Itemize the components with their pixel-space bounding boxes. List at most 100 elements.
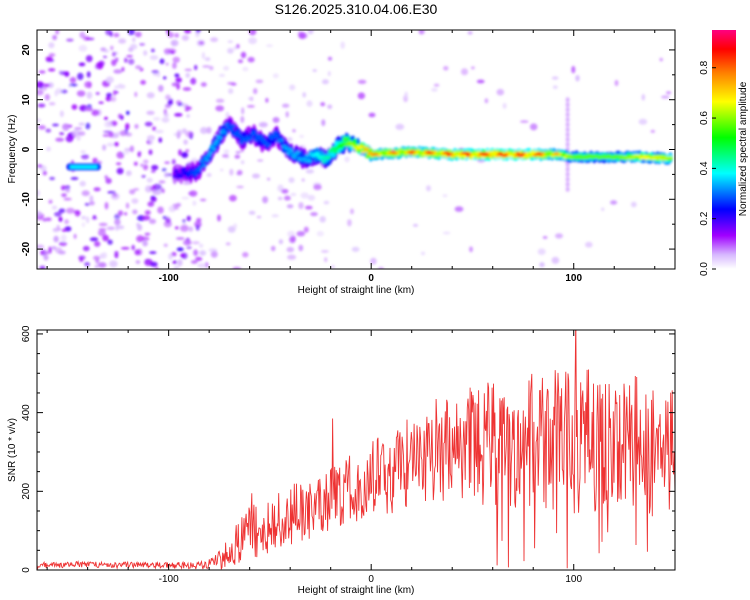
heatmap-noise-cell (529, 123, 538, 131)
heatmap-noise-cell (240, 51, 247, 59)
heatmap-noise-cell (174, 226, 179, 230)
heatmap-noise-cell (150, 195, 156, 200)
heatmap-ridge-cell (365, 147, 370, 150)
heatmap-ridge-cell (465, 154, 471, 157)
heatmap-noise-cell (565, 122, 570, 128)
heatmap-noise-cell (395, 123, 405, 130)
heatmap-noise-cell (134, 249, 141, 256)
heatmap-noise-cell (58, 241, 68, 247)
heatmap-noise-cell (284, 195, 291, 201)
heatmap-noise-cell (141, 236, 150, 241)
heatmap-noise-cell (113, 89, 117, 96)
heatmap-noise-cell (327, 104, 333, 110)
heatmap-noise-cell (270, 245, 276, 252)
heatmap-ridge-cell (229, 128, 234, 133)
heatmap-ridge-cell (331, 146, 336, 150)
heatmap-noise-cell (170, 39, 179, 47)
heatmap-ridge-cell (618, 154, 623, 158)
heatmap-noise-cell (222, 154, 229, 158)
snr-x-tick-label: 100 (565, 574, 582, 585)
heatmap-ridge-cell (213, 142, 218, 146)
heatmap-ridge-cell (611, 156, 616, 160)
heatmap-ridge-cell (253, 138, 258, 142)
heatmap-ridge-cell (206, 153, 211, 158)
heatmap-noise-cell (103, 55, 107, 59)
heatmap-ridge-cell (350, 143, 356, 147)
colorbar-tick-label: 0.0 (699, 262, 710, 276)
heatmap-ridge-cell (368, 151, 373, 155)
heatmap-ridge-cell (342, 137, 348, 141)
heatmap-noise-cell (196, 217, 202, 223)
heatmap-noise-cell (133, 161, 138, 166)
heatmap-noise-cell (357, 79, 367, 84)
heatmap-noise-cell (84, 262, 90, 267)
heatmap-noise-cell (227, 40, 233, 43)
heatmap-noise-cell (186, 215, 191, 222)
heatmap-noise-cell (172, 62, 177, 69)
heatmap-noise-cell (54, 211, 62, 217)
heatmap-noise-cell (126, 54, 133, 58)
heatmap-noise-cell (368, 112, 376, 118)
heatmap-noise-cell (194, 221, 202, 228)
heatmap-noise-cell (267, 177, 271, 181)
colorbar-tick-label: 0.8 (699, 60, 710, 74)
heatmap-noise-cell (174, 73, 180, 78)
heatmap-ridge-cell (303, 158, 309, 163)
heatmap-noise-cell (200, 82, 207, 87)
heatmap-noise-cell (555, 233, 563, 239)
heatmap-ridge-cell (363, 149, 369, 153)
heatmap-noise-cell (298, 244, 304, 252)
heatmap-noise-cell (476, 79, 485, 84)
heatmap-noise-cell (298, 145, 306, 148)
heatmap-noise-cell (296, 231, 306, 237)
heatmap-noise-cell (110, 45, 114, 51)
heatmap-noise-cell (77, 72, 84, 81)
heatmap-noise-cell (149, 251, 157, 255)
heatmap-noise-cell (433, 83, 440, 87)
heatmap-noise-cell (290, 235, 296, 243)
heatmap-y-tick-label: -20 (21, 241, 32, 256)
heatmap-noise-cell (189, 190, 198, 197)
heatmap-noise-cell (242, 252, 249, 258)
heatmap-ridge-cell (352, 139, 357, 144)
heatmap-noise-cell (93, 187, 101, 192)
heatmap-x-tick-label: 100 (565, 273, 582, 284)
heatmap-noise-cell (324, 257, 328, 263)
heatmap-noise-cell (120, 247, 130, 250)
snr-y-tick-label: 200 (21, 483, 32, 500)
heatmap-ridge-cell (239, 140, 244, 145)
heatmap-noise-cell (235, 151, 241, 154)
heatmap-noise-cell (38, 125, 46, 130)
heatmap-noise-cell (178, 149, 182, 156)
heatmap-ridge-cell (230, 123, 236, 128)
heatmap-noise-cell (114, 218, 121, 226)
heatmap-noise-cell (182, 219, 186, 224)
snr-series-line (37, 330, 675, 570)
heatmap-noise-cell (55, 87, 63, 95)
heatmap-ridge-cell (655, 155, 660, 158)
heatmap-noise-cell (256, 215, 262, 219)
heatmap-y-tick-label: 0 (21, 146, 32, 152)
heatmap-noise-cell (58, 216, 63, 222)
heatmap-ridge-cell (514, 154, 519, 157)
heatmap-noise-cell (142, 164, 149, 171)
heatmap-noise-cell (181, 34, 190, 41)
heatmap-noise-cell (78, 122, 85, 126)
heatmap-noise-cell (144, 210, 151, 216)
heatmap-noise-cell (161, 117, 170, 123)
heatmap-noise-cell (285, 111, 289, 118)
heatmap-noise-cell (186, 114, 190, 118)
heatmap-ridge-cell (93, 165, 98, 169)
heatmap-noise-cell (81, 190, 90, 197)
heatmap-noise-cell (565, 97, 570, 103)
heatmap-noise-cell (539, 262, 545, 268)
heatmap-noise-cell (60, 234, 67, 242)
heatmap-noise-cell (301, 178, 305, 182)
heatmap-noise-cell (43, 83, 50, 88)
heatmap-ridge-cell (217, 135, 223, 140)
heatmap-ridge-cell (292, 155, 297, 159)
heatmap-noise-cell (111, 59, 117, 66)
heatmap-noise-cell (287, 230, 296, 238)
heatmap-ridge-cell (341, 142, 346, 147)
heatmap-ridge-cell (274, 134, 279, 138)
